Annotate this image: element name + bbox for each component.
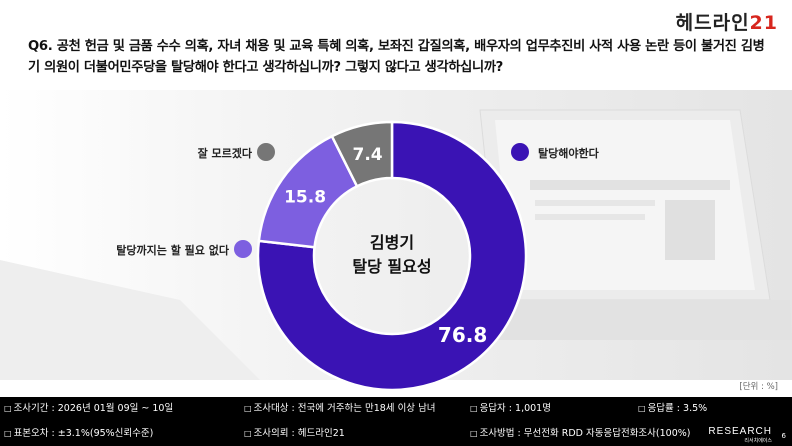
slice-value-1: 15.8 bbox=[284, 187, 326, 207]
survey-client: 조사의뢰 : 헤드라인21 bbox=[244, 422, 345, 446]
survey-info-footer: 조사기간 : 2026년 01월 09일 ~ 10일 조사대상 : 전국에 거주… bbox=[0, 397, 792, 446]
legend-dot-0 bbox=[511, 143, 529, 161]
legend-label-2: 잘 모르겠다 bbox=[198, 146, 253, 160]
center-label-1: 탈당 필요성 bbox=[352, 257, 431, 276]
research-brand-logo: RESEARCH 리서치에이스 bbox=[708, 426, 772, 444]
legend-label-0: 탈당해야한다 bbox=[538, 146, 600, 160]
respondents: 응답자 : 1,001명 bbox=[470, 397, 551, 421]
legend-dot-1 bbox=[234, 240, 252, 258]
survey-target: 조사대상 : 전국에 거주하는 만18세 이상 남녀 bbox=[244, 397, 436, 421]
unit-label: [단위 : %] bbox=[739, 382, 778, 392]
survey-period: 조사기간 : 2026년 01월 09일 ~ 10일 bbox=[4, 397, 174, 421]
survey-method: 조사방법 : 무선전화 RDD 자동응답전화조사(100%) bbox=[470, 422, 691, 446]
legend-dot-2 bbox=[257, 143, 275, 161]
legend-label-1: 탈당까지는 할 필요 없다 bbox=[116, 243, 230, 257]
sampling-error: 표본오차 : ±3.1%(95%신뢰수준) bbox=[4, 422, 154, 446]
donut-slice-0 bbox=[256, 120, 528, 392]
slice-value-0: 76.8 bbox=[438, 323, 487, 347]
page-number: 6 bbox=[781, 432, 786, 440]
slice-value-2: 7.4 bbox=[353, 145, 383, 165]
center-label-0: 김병기 bbox=[370, 233, 414, 252]
headline21-logo: 헤드라인21 bbox=[675, 12, 778, 34]
response-rate: 응답률 : 3.5% bbox=[638, 397, 708, 421]
donut-slice-2 bbox=[330, 120, 394, 188]
question-text: Q6. 공천 헌금 및 금품 수수 의혹, 자녀 채용 및 교육 특혜 의혹, … bbox=[28, 39, 765, 75]
